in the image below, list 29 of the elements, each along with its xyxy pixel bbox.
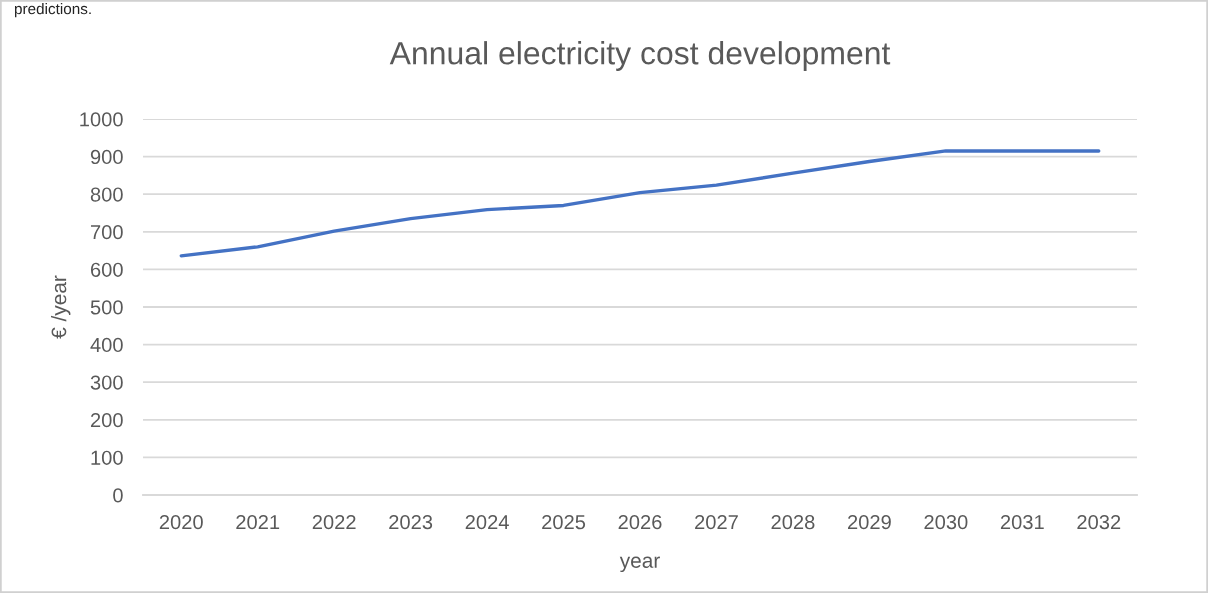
y-tick-label: 100 xyxy=(91,450,123,465)
x-tick-label: 2026 xyxy=(618,514,662,530)
y-tick-label: 0 xyxy=(113,488,123,503)
x-tick-label: 2022 xyxy=(312,514,356,530)
x-tick-label: 2027 xyxy=(695,514,738,530)
x-tick-label: 2025 xyxy=(542,514,586,530)
x-tick-label: 2031 xyxy=(1000,514,1044,530)
chart-title: Annual electricity cost development xyxy=(389,41,891,71)
x-tick-label: 2030 xyxy=(924,514,968,530)
y-tick-label: 900 xyxy=(90,149,123,165)
y-tick-label: 200 xyxy=(90,413,123,428)
y-tick-label: 500 xyxy=(90,300,123,315)
x-tick-label: 2028 xyxy=(771,514,815,530)
y-tick-label: 300 xyxy=(90,375,123,390)
y-axis-title: € /year xyxy=(51,275,71,339)
x-tick-label: 2032 xyxy=(1077,514,1121,530)
y-tick-label: 700 xyxy=(90,225,123,240)
y-tick-label: 1000 xyxy=(80,112,123,127)
y-tick-label: 800 xyxy=(90,187,123,202)
x-axis-title: year xyxy=(619,556,660,573)
x-tick-label: 2024 xyxy=(465,514,509,530)
x-tick-label: 2020 xyxy=(159,514,203,530)
x-tick-label: 2023 xyxy=(389,514,433,530)
y-tick-label: 400 xyxy=(90,337,123,353)
x-tick-label: 2021 xyxy=(236,514,280,530)
x-tick-label: 2029 xyxy=(848,514,891,530)
line-series xyxy=(179,149,1101,258)
text: predictions. xyxy=(14,3,91,18)
y-tick-label: 600 xyxy=(90,262,123,277)
